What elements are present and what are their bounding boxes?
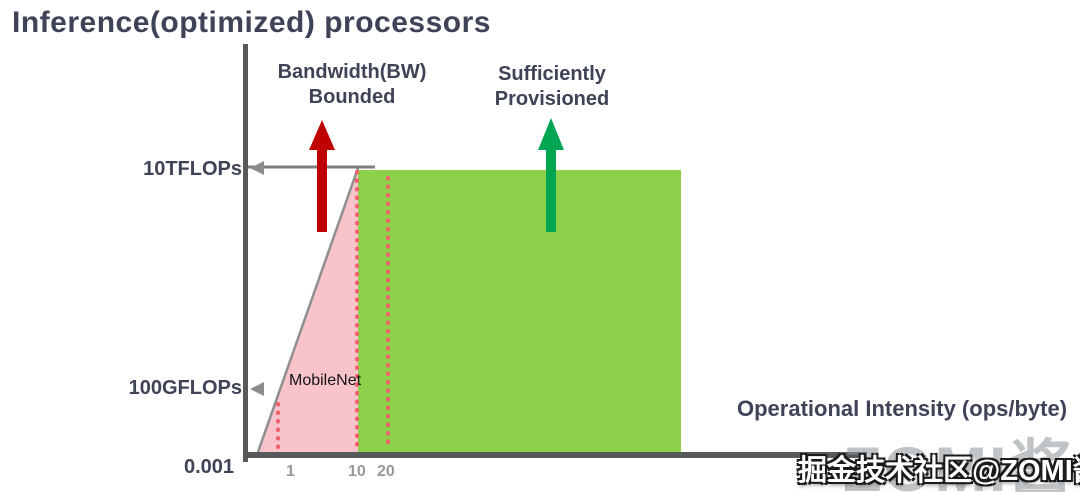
bandwidth-bounded-label-line1: Bandwidth(BW) <box>277 61 427 83</box>
mobilenet-tick-arrow-icon <box>250 382 264 396</box>
compute-bounded-region <box>358 170 681 452</box>
mobilenet-point-label: MobileNet <box>289 372 362 389</box>
red-up-arrow-icon <box>309 120 335 232</box>
compute-bounded-label-line2: Provisioned <box>494 88 610 110</box>
compute-bounded-label-line1: Sufficiently <box>498 63 606 85</box>
chart-title: Inference(optimized) processors <box>12 6 491 39</box>
y-axis-line <box>243 44 248 462</box>
slanted-roofline <box>256 167 360 453</box>
bandwidth-bounded-label-line2: Bounded <box>308 86 396 108</box>
x-minor-tick-3: 20 <box>377 463 395 480</box>
peak-tick-arrow-icon <box>250 161 264 175</box>
watermark-background-text: ZOMI酱 <box>843 435 1074 492</box>
y-tick-label-100gflops: 100GFLOPs <box>128 377 242 399</box>
x-axis-label: Operational Intensity (ops/byte) <box>737 396 1068 421</box>
x-minor-tick-1: 1 <box>286 463 295 480</box>
x-axis-line <box>243 452 867 458</box>
green-up-arrow-icon <box>538 118 564 232</box>
y-tick-label-10tflops: 10TFLOPs <box>143 158 242 180</box>
x-minor-tick-2: 10 <box>348 463 366 480</box>
compute-bounded-label: Sufficiently Provisioned <box>485 62 619 112</box>
x-origin-tick-label: 0.001 <box>184 456 235 478</box>
bandwidth-bounded-label: Bandwidth(BW) Bounded <box>270 60 434 110</box>
watermark-overlay-text: 掘金技术社区@ZOMI酱 <box>798 455 1080 487</box>
